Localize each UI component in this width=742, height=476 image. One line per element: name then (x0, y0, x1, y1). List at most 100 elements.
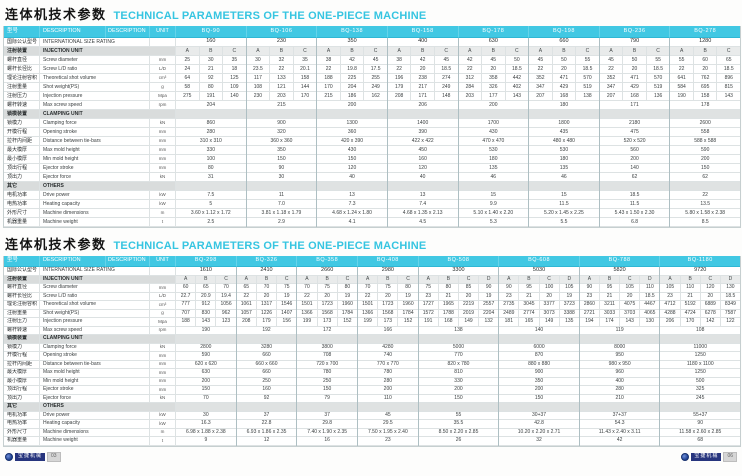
table-row: 理论注射容积 Theoretical shot volume cm³ 64 92 125 1… (4, 74, 741, 83)
model-group: 35.5 (418, 420, 500, 429)
model-group: 350 (317, 38, 388, 47)
model-group: 42 (579, 437, 661, 446)
model-group: 24 21 18 (176, 65, 247, 74)
value-cell: 130 (720, 284, 740, 293)
value-cell: 350 (499, 378, 579, 386)
value-cell: 402 (505, 83, 529, 92)
table-row: 机器重量 Machine weight t 2.5 2.9 4.1 4.5 5.3 5.5 6.8… (4, 218, 740, 227)
value-cell: 207 (529, 92, 553, 101)
model-group (317, 182, 388, 191)
model-group: 190 158 143 (670, 92, 741, 101)
value-cell: 1788 (438, 309, 459, 318)
model-group: 215 186 162 (317, 92, 388, 101)
model-group: 360 (317, 128, 388, 137)
model-group: 347 429 519 (599, 83, 671, 92)
model-group: 40 (387, 173, 459, 182)
model-group: 390 (387, 128, 459, 137)
value-cell: 199 (297, 318, 318, 327)
model-group: 810 (418, 369, 500, 378)
model-group: 1250 (660, 369, 740, 378)
value-cell: 162 (364, 92, 387, 101)
section-spacer-cell (236, 335, 297, 344)
rating-value-cell: 350 (317, 38, 387, 47)
value-cell: 660 (236, 369, 297, 378)
model-group: 150 (670, 164, 740, 173)
value-cell: 35.5 (418, 420, 499, 429)
model-group: 250 (297, 377, 359, 386)
value-cell: 660 x 660 (236, 361, 297, 369)
model-group: 6000 (499, 343, 580, 352)
row-label-cn: 机器重量 (4, 437, 40, 446)
value-cell: 429 (623, 83, 647, 92)
value-cell: 152 (398, 318, 418, 327)
model-group: 6.98 x 1.88 x 2.38 (176, 428, 237, 437)
value-cell: 123 (216, 318, 236, 327)
model-group: 208 179 156 (236, 318, 298, 327)
model-group: 120 (317, 164, 388, 173)
table-row: 注射压力 Injection pressure Mpa 188 143 123 208 179… (4, 318, 740, 327)
row-unit: cm³ (150, 74, 176, 83)
row-label-cn: 外形尺寸 (4, 428, 40, 437)
model-group: 180 (458, 155, 530, 164)
section-label-cn: 注射装置 (4, 47, 40, 56)
value-cell: 7.50 x 1.95 x 2.40 (358, 429, 418, 437)
model-group: 100 (176, 155, 247, 164)
value-cell: 7.4 (387, 200, 458, 209)
model-group: 860 (176, 119, 247, 128)
model-group: 23 (358, 437, 419, 446)
value-cell: 250 (297, 378, 358, 386)
value-cell: 140 (499, 327, 579, 335)
value-cell: 22 (236, 292, 257, 301)
model-group: 196 238 274 (387, 74, 459, 83)
value-cell: 158 (693, 92, 718, 101)
value-cell: 18.5 (434, 65, 458, 74)
row-unit: mm (150, 155, 176, 164)
table-row: 顶出行程 Ejector stroke mm 80 90 120 120 135 135 140 1… (4, 164, 740, 173)
model-group: 179 217 249 (387, 83, 459, 92)
globe-icon (681, 452, 690, 461)
model-group: 150 (499, 394, 580, 403)
value-cell: 815 (717, 83, 741, 92)
value-cell: 347 (529, 83, 553, 92)
value-cell: 560 (599, 146, 670, 155)
model-group: 5820 (579, 267, 661, 276)
row-unit: m (150, 209, 176, 218)
model-group: 558 (670, 128, 740, 137)
value-cell: 35 (223, 56, 246, 65)
header-unit-label: UNIT (150, 26, 176, 38)
model-group: 4712 5192 6889 8349 (660, 301, 740, 310)
value-cell: 200 (670, 155, 740, 164)
value-cell: 530 (458, 146, 529, 155)
value-cell: 3.60 x 1.12 x 1.72 (176, 209, 246, 218)
value-cell: 390 (387, 128, 458, 137)
value-cell: 471 (623, 74, 647, 83)
model-group: 3280 (236, 343, 298, 352)
model-name-cell: BQ-788 (579, 256, 661, 267)
value-cell: 120 (317, 164, 387, 173)
rating-value-cell: 160 (176, 38, 246, 47)
row-label-cn: 电热功率 (4, 420, 40, 429)
model-group: 75 80 85 90 (418, 284, 500, 293)
row-label-cn: 拉杆内间距 (4, 137, 40, 146)
model-group: 475 (599, 128, 671, 137)
rating-value-cell: 630 (458, 38, 529, 47)
model-group (358, 403, 419, 412)
value-cell: 1965 (438, 301, 459, 310)
value-cell: 18.5 (717, 65, 741, 74)
rating-value-cell: 400 (387, 38, 458, 47)
value-cell: 1061 (236, 301, 257, 310)
value-cell: 7.3 (317, 200, 387, 209)
value-cell: 470 x 470 (458, 137, 529, 146)
model-group: 31 (176, 173, 247, 182)
row-label-en: Shot weight(PS) (40, 309, 150, 318)
row-label-cn: 拉杆内间距 (4, 360, 40, 369)
value-cell: 238 (411, 74, 435, 83)
value-cell: 160 (236, 386, 297, 395)
row-label-cn: 顶出行程 (4, 164, 40, 173)
row-label-en: Screw diameter (40, 56, 150, 65)
value-cell: 168 (552, 92, 577, 101)
model-group: 181 165 149 135 (499, 318, 580, 327)
subcol-header-cell: B (256, 275, 278, 284)
value-cell: 200 (317, 101, 387, 110)
